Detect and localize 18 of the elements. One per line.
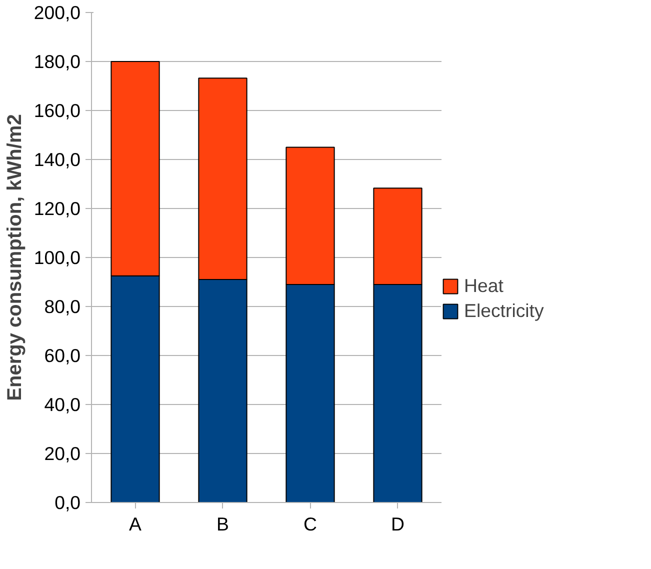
x-tick-label: A (129, 514, 142, 534)
y-tick-label: 160,0 (34, 100, 80, 121)
y-tick-label: 180,0 (34, 51, 80, 72)
x-tick-label: D (391, 514, 404, 534)
y-tick-label: 140,0 (34, 149, 80, 170)
y-tick-label: 40,0 (44, 394, 80, 415)
legend-label: Heat (464, 275, 504, 297)
y-tick-label: 200,0 (34, 2, 80, 23)
x-tick-label: C (304, 514, 317, 534)
y-tick-label: 60,0 (44, 345, 80, 366)
y-tick-label: 0,0 (54, 492, 81, 513)
y-tick-label: 100,0 (34, 247, 80, 268)
legend-label: Electricity (464, 300, 544, 322)
y-tick-label: 80,0 (44, 296, 80, 317)
y-tick-label: 20,0 (44, 443, 80, 464)
y-tick-label: 120,0 (34, 198, 80, 219)
y-axis-title: Energy consumption, kWh/m2 (4, 114, 26, 401)
x-tick-label: B (216, 514, 229, 534)
